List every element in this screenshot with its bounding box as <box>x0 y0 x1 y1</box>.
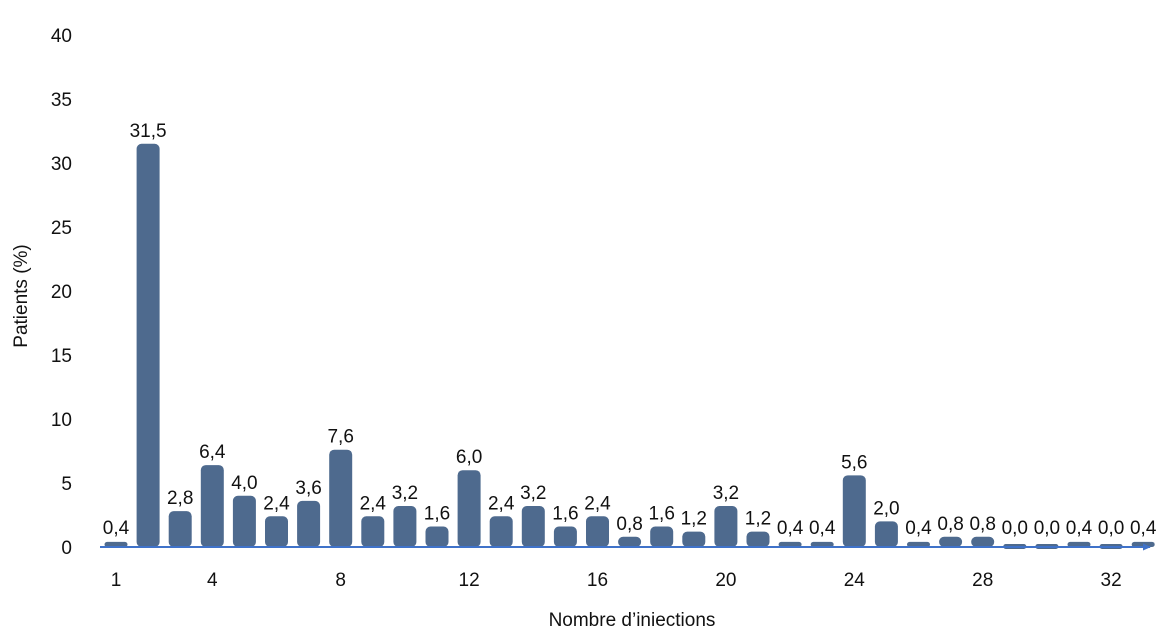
bar <box>714 506 738 547</box>
data-label: 3,6 <box>295 478 321 499</box>
data-labels: 0,431,52,86,44,02,43,67,62,4 3,21,66,02,4… <box>103 121 1157 539</box>
y-axis-ticks: 0 5 10 15 20 25 30 35 40 <box>51 26 72 559</box>
x-tick-label: 20 <box>715 570 736 591</box>
bar <box>810 541 834 547</box>
bar <box>297 500 321 547</box>
y-tick-label: 10 <box>51 410 72 431</box>
x-tick-label: 8 <box>335 570 346 591</box>
data-label: 31,5 <box>130 121 167 142</box>
bar <box>650 526 674 547</box>
bars <box>104 143 1155 549</box>
data-label: 0,4 <box>1130 518 1157 539</box>
bar <box>778 541 802 547</box>
data-label: 0,0 <box>1098 518 1124 539</box>
bar <box>168 511 192 547</box>
x-tick-label: 12 <box>459 570 480 591</box>
data-label: 4,0 <box>231 473 257 494</box>
x-tick-label: 32 <box>1101 570 1122 591</box>
y-tick-label: 30 <box>51 154 72 175</box>
x-tick-label: 16 <box>587 570 608 591</box>
data-label: 3,2 <box>392 483 418 504</box>
bar <box>682 531 706 547</box>
y-axis-title: Patients (%) <box>11 244 32 347</box>
bar <box>842 475 866 547</box>
x-axis-ticks: 1 4 8 12 16 20 24 28 32 <box>111 570 1122 591</box>
data-label: 3,2 <box>520 483 546 504</box>
bar <box>746 531 770 547</box>
y-tick-label: 25 <box>51 218 72 239</box>
bar <box>329 449 353 547</box>
data-label: 5,6 <box>841 452 867 473</box>
x-tick-label: 4 <box>207 570 218 591</box>
y-tick-label: 0 <box>61 538 72 559</box>
data-label: 0,4 <box>905 518 932 539</box>
y-tick-label: 5 <box>61 474 72 495</box>
data-label: 0,8 <box>969 514 995 535</box>
bar <box>553 526 577 547</box>
bar <box>618 536 642 547</box>
data-label: 0,0 <box>1034 518 1060 539</box>
y-tick-label: 35 <box>51 90 72 111</box>
bar <box>457 470 481 547</box>
y-tick-label: 20 <box>51 282 72 303</box>
bar <box>874 521 898 547</box>
data-label: 0,4 <box>809 518 836 539</box>
data-label: 6,4 <box>199 442 226 463</box>
data-label: 0,4 <box>103 518 130 539</box>
data-label: 2,4 <box>488 493 515 514</box>
data-label: 2,0 <box>873 498 899 519</box>
bar <box>907 541 930 547</box>
data-label: 2,8 <box>167 488 193 509</box>
data-label: 0,8 <box>616 514 642 535</box>
bar <box>425 526 449 547</box>
data-label: 1,2 <box>681 509 707 530</box>
data-label: 0,4 <box>777 518 804 539</box>
bar <box>586 516 609 547</box>
x-tick-label: 28 <box>972 570 993 591</box>
data-label: 7,6 <box>327 427 353 448</box>
data-label: 2,4 <box>263 493 290 514</box>
bar <box>393 506 417 547</box>
y-tick-label: 15 <box>51 346 72 367</box>
bar <box>104 541 128 547</box>
bar <box>232 495 256 547</box>
bar <box>489 516 513 547</box>
bar <box>1067 541 1091 547</box>
bar <box>265 516 288 547</box>
data-label: 0,0 <box>1002 518 1028 539</box>
x-axis-title: Nombre d’iniections <box>549 610 716 631</box>
data-label: 3,2 <box>713 483 739 504</box>
data-label: 2,4 <box>584 493 611 514</box>
bar <box>521 506 545 547</box>
bar <box>361 516 385 547</box>
x-tick-label: 1 <box>111 570 122 591</box>
bar <box>200 465 224 547</box>
data-label: 2,4 <box>360 493 387 514</box>
bar <box>971 536 995 547</box>
data-label: 6,0 <box>456 447 482 468</box>
bar <box>939 536 963 547</box>
x-tick-label: 24 <box>844 570 866 591</box>
bar <box>136 143 160 548</box>
data-label: 1,2 <box>745 509 771 530</box>
data-label: 0,8 <box>937 514 963 535</box>
data-label: 1,6 <box>424 504 450 525</box>
data-label: 1,6 <box>552 504 578 525</box>
data-label: 1,6 <box>648 504 674 525</box>
y-tick-label: 40 <box>51 26 72 47</box>
data-label: 0,4 <box>1066 518 1093 539</box>
